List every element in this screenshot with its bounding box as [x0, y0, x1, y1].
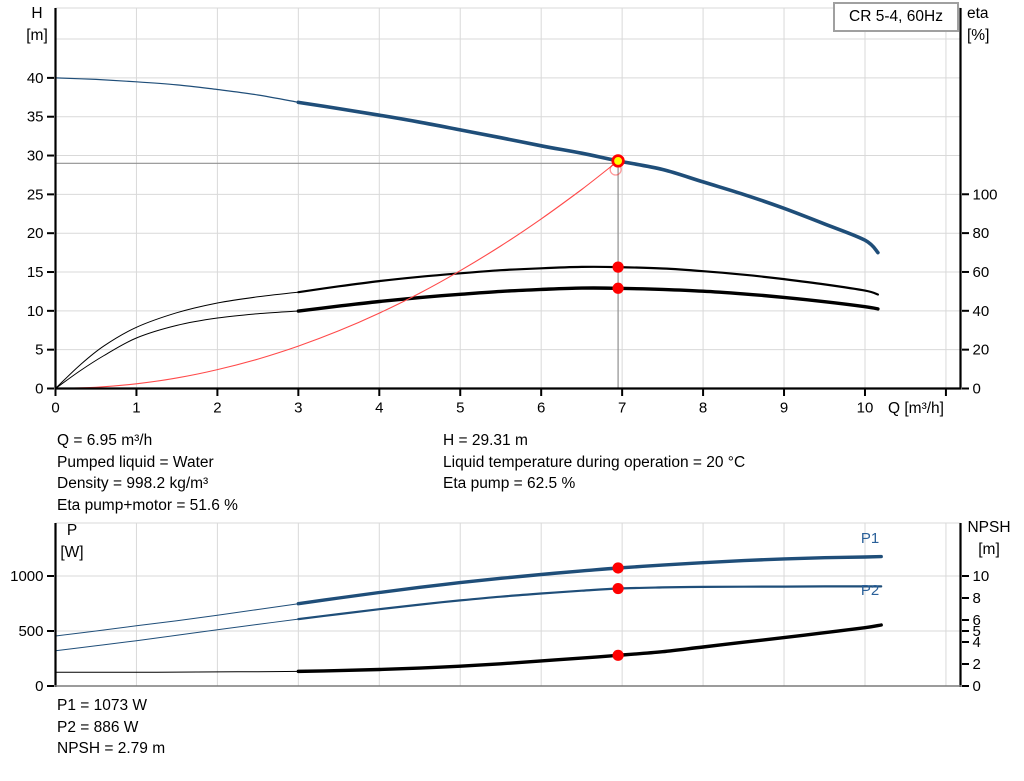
- x-axis-tick-label: 7: [618, 400, 626, 417]
- power-axis-label: P [W]: [52, 520, 92, 563]
- annotation-head: H = 29.31 m: [443, 432, 528, 449]
- system-resistance-curve: [55, 160, 619, 390]
- duty-value-dot: [612, 562, 624, 574]
- right-axis-tick-label: 80: [973, 225, 990, 242]
- npsh-axis-label: NPSH [m]: [958, 517, 1020, 560]
- head-curve: [296, 100, 880, 255]
- left-axis-tick-label: 30: [27, 148, 44, 165]
- left-axis-tick-label: 5: [35, 342, 43, 359]
- x-axis-tick-label: 10: [857, 400, 874, 417]
- right-axis-tick-label: 0: [973, 381, 981, 398]
- left-axis-tick-label: 15: [27, 264, 44, 281]
- right-axis-tick-label: 40: [973, 303, 990, 320]
- right-axis-tick-label: 2: [973, 656, 981, 673]
- annotation-flow: Q = 6.95 m³/h: [57, 432, 153, 449]
- annotation-p2: P2 = 886 W: [57, 718, 139, 736]
- chart-title-box: CR 5-4, 60Hz: [833, 2, 959, 32]
- annotation-p1: P1 = 1073 W: [57, 697, 148, 714]
- eta-axis-label: eta [%]: [967, 3, 1017, 46]
- left-axis-tick-label: 35: [27, 109, 44, 126]
- left-axis-tick-label: 25: [27, 186, 44, 203]
- right-axis-tick-label: 4: [973, 634, 981, 651]
- eta-pump-curve: [297, 265, 879, 296]
- npsh-axis-label-symbol: NPSH: [967, 519, 1011, 536]
- eta-pump-motor-curve: [296, 286, 880, 313]
- x-axis-tick-label: 1: [132, 400, 140, 417]
- head-axis-label: H [m]: [20, 3, 54, 46]
- power-axis-label-unit: [W]: [60, 543, 84, 561]
- annotation-pumped-liquid: Pumped liquid = Water: [57, 453, 214, 471]
- x-axis-tick-label: 0: [51, 400, 59, 417]
- p1-curve-label: P1: [861, 530, 879, 547]
- power-npsh-info: P1 = 1073 W P2 = 886 W NPSH = 2.79 m: [57, 695, 165, 760]
- head-axis-label-symbol: H: [31, 5, 43, 22]
- x-axis-tick-label: 3: [294, 400, 302, 417]
- x-axis-tick-label: 4: [375, 400, 383, 417]
- annotation-liquid-temperature: Liquid temperature during operation = 20…: [443, 453, 746, 471]
- x-axis-tick-label: 9: [780, 400, 788, 417]
- x-axis-tick-label: 2: [213, 400, 221, 417]
- left-axis-tick-label: 20: [27, 225, 44, 242]
- annotation-density: Density = 998.2 kg/m³: [57, 475, 209, 493]
- right-axis-tick-label: 0: [973, 678, 981, 695]
- right-axis-tick-label: 60: [973, 264, 990, 281]
- operating-point-marker: [611, 154, 625, 168]
- chart-title: CR 5-4, 60Hz: [849, 8, 943, 25]
- left-axis-tick-label: 1000: [10, 568, 43, 585]
- npsh-axis-label-unit: [m]: [978, 540, 1000, 558]
- eta-pump-curve-thin: [55, 291, 299, 389]
- npsh-curve: [296, 623, 883, 674]
- head-curve-thin: [55, 77, 299, 103]
- eta-pump-motor-curve-thin: [55, 310, 299, 389]
- x-axis-tick-label: 5: [456, 400, 464, 417]
- eta-axis-label-symbol: eta: [967, 5, 989, 22]
- p1-curve: [296, 554, 883, 606]
- p2-curve-label: P2: [861, 582, 879, 599]
- duty-info-right: H = 29.31 m Liquid temperature during op…: [443, 430, 745, 495]
- x-axis-tick-label: 6: [537, 400, 545, 417]
- left-axis-tick-label: 40: [27, 70, 44, 87]
- right-axis-tick-label: 8: [973, 590, 981, 607]
- left-axis-tick-label: 0: [35, 381, 43, 398]
- x-axis-tick-label: 8: [699, 400, 707, 417]
- left-axis-tick-label: 500: [18, 623, 43, 640]
- right-axis-tick-label: 5: [973, 623, 981, 640]
- left-axis-tick-label: 10: [27, 303, 44, 320]
- flow-axis-label: Q [m³/h]: [888, 400, 944, 417]
- head-axis-label-unit: [m]: [26, 26, 48, 44]
- left-axis-tick-label: 0: [35, 678, 43, 695]
- annotation-eta-pump: Eta pump = 62.5 %: [443, 475, 576, 493]
- eta-axis-label-unit: [%]: [967, 26, 990, 44]
- p1-curve-thin: [55, 603, 299, 637]
- duty-value-dot: [612, 261, 624, 273]
- duty-info-left: Q = 6.95 m³/h Pumped liquid = Water Dens…: [57, 430, 238, 517]
- right-axis-tick-label: 20: [973, 342, 990, 359]
- duty-value-dot: [612, 282, 624, 294]
- power-axis-label-symbol: P: [66, 522, 78, 539]
- p2-curve-thin: [55, 618, 299, 652]
- npsh-curve-thin: [55, 670, 299, 673]
- duty-value-dot: [612, 582, 624, 595]
- annotation-eta-pump-motor: Eta pump+motor = 51.6 %: [57, 497, 238, 515]
- right-axis-tick-label: 6: [973, 612, 981, 629]
- p2-curve: [297, 585, 883, 621]
- annotation-npsh: NPSH = 2.79 m: [57, 740, 166, 758]
- right-axis-tick-label: 100: [973, 186, 998, 203]
- duty-value-dot: [612, 649, 624, 661]
- right-axis-tick-label: 10: [973, 568, 990, 585]
